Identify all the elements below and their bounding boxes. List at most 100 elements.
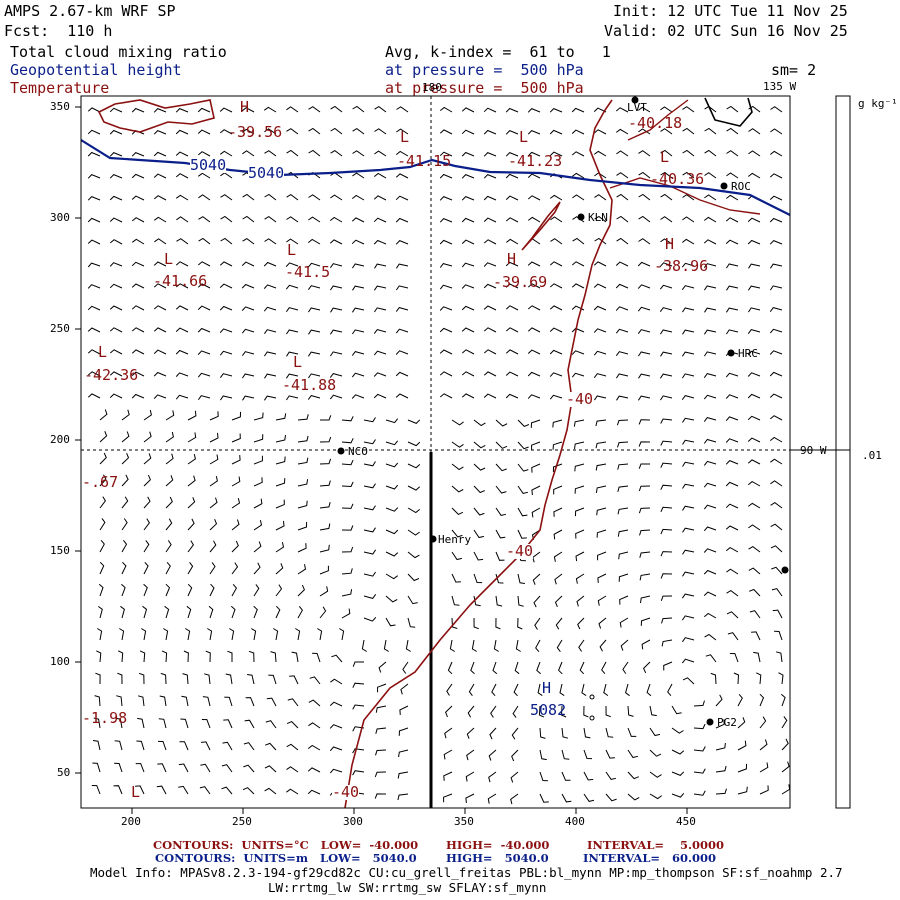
- wind-barb: [637, 395, 651, 401]
- wind-barb: [527, 327, 541, 333]
- axis-ticks: [75, 106, 688, 814]
- wind-barb: [397, 771, 409, 779]
- wind-barb: [638, 193, 651, 201]
- wind-barb: [770, 545, 783, 553]
- wind-barb: [95, 672, 101, 685]
- wind-barb: [531, 507, 541, 518]
- wind-barb: [531, 485, 541, 496]
- wind-barb: [308, 194, 321, 201]
- wind-barb: [637, 351, 651, 357]
- wind-barb: [595, 419, 607, 427]
- wind-barb: [131, 393, 145, 399]
- wind-barb: [725, 394, 739, 399]
- wind-barb: [142, 605, 148, 619]
- wind-barb: [99, 496, 107, 509]
- wind-barb: [109, 327, 123, 333]
- wind-barb: [617, 463, 629, 470]
- wind-barb: [220, 215, 233, 223]
- wind-barb: [495, 595, 503, 607]
- wind-barb: [407, 551, 420, 559]
- wind-barb: [527, 130, 541, 135]
- wind-barb: [593, 129, 607, 135]
- wind-barb: [197, 305, 211, 311]
- wind-barb: [770, 128, 783, 135]
- wind-barb: [638, 507, 651, 514]
- wind-barb: [231, 433, 241, 443]
- station-label-roc: ROC: [731, 180, 751, 193]
- wind-barb: [407, 617, 416, 628]
- wind-barb: [198, 237, 211, 245]
- wind-barb: [109, 262, 123, 267]
- wind-barb: [527, 173, 541, 179]
- wind-barb: [488, 771, 497, 783]
- wind-barb: [483, 129, 497, 135]
- wind-barb: [121, 561, 127, 575]
- extremum-value-10: -41.88: [282, 376, 337, 394]
- wind-barb: [539, 771, 548, 782]
- footer-height-high: HIGH= 5040.0: [446, 851, 549, 865]
- wind-barb: [759, 716, 767, 729]
- wind-barb: [659, 395, 673, 401]
- wind-barb: [285, 329, 299, 335]
- wind-barb: [341, 525, 354, 531]
- wind-barb: [373, 285, 387, 291]
- wind-barb: [638, 128, 651, 135]
- footer-temp-high: HIGH= -40.000: [446, 838, 550, 852]
- wind-barb: [407, 507, 421, 514]
- wind-barb: [715, 765, 727, 773]
- wind-barb: [747, 217, 761, 223]
- wind-barb: [682, 527, 695, 533]
- wind-barb: [253, 605, 258, 619]
- wind-barb: [176, 238, 189, 245]
- wind-barb: [157, 740, 167, 751]
- wind-barb: [660, 462, 673, 468]
- wind-barb: [517, 573, 525, 584]
- field-cloud-label: Total cloud mixing ratio: [10, 43, 227, 61]
- wind-barb: [489, 727, 497, 740]
- wind-barb: [748, 150, 761, 157]
- wind-barb: [704, 633, 717, 641]
- wind-barb: [505, 305, 519, 311]
- wind-barb: [137, 695, 145, 707]
- wind-barb: [553, 529, 563, 540]
- wind-barb: [264, 128, 277, 135]
- wind-barb: [243, 742, 255, 751]
- x-tick-400: 400: [565, 815, 585, 828]
- wind-barb: [571, 261, 585, 267]
- wind-barb: [517, 529, 527, 539]
- wind-barb: [352, 127, 365, 135]
- wind-barb: [109, 107, 123, 113]
- wind-barb: [395, 285, 409, 291]
- wind-barb: [682, 483, 695, 489]
- wind-barb: [264, 215, 277, 223]
- wind-barb: [341, 481, 354, 488]
- wind-barb: [154, 238, 167, 245]
- wind-barb: [488, 749, 497, 761]
- wind-barb: [703, 216, 717, 223]
- wind-barb: [395, 328, 409, 334]
- wind-barb: [769, 371, 783, 377]
- wind-barb: [594, 215, 607, 223]
- wind-barb: [616, 193, 629, 201]
- wind-barb: [264, 106, 277, 113]
- wind-barb: [660, 573, 673, 579]
- wind-barb: [135, 785, 145, 795]
- wind-barb: [439, 371, 453, 377]
- small-circle-2: [589, 715, 595, 721]
- wind-barb: [617, 507, 629, 515]
- wind-barb: [407, 441, 421, 447]
- wind-barb: [286, 721, 299, 729]
- wind-barb: [285, 307, 299, 312]
- wind-barb: [119, 628, 125, 641]
- wind-barb: [94, 695, 101, 707]
- wind-barb: [87, 393, 101, 399]
- wind-barb: [132, 238, 145, 245]
- wind-barb: [165, 561, 171, 575]
- station-label-lvt: LVT: [627, 101, 647, 114]
- wind-barb: [725, 263, 739, 269]
- wind-barb: [737, 763, 747, 773]
- wind-barb: [660, 551, 673, 557]
- wind-barb: [615, 283, 629, 289]
- wind-barb: [451, 485, 464, 493]
